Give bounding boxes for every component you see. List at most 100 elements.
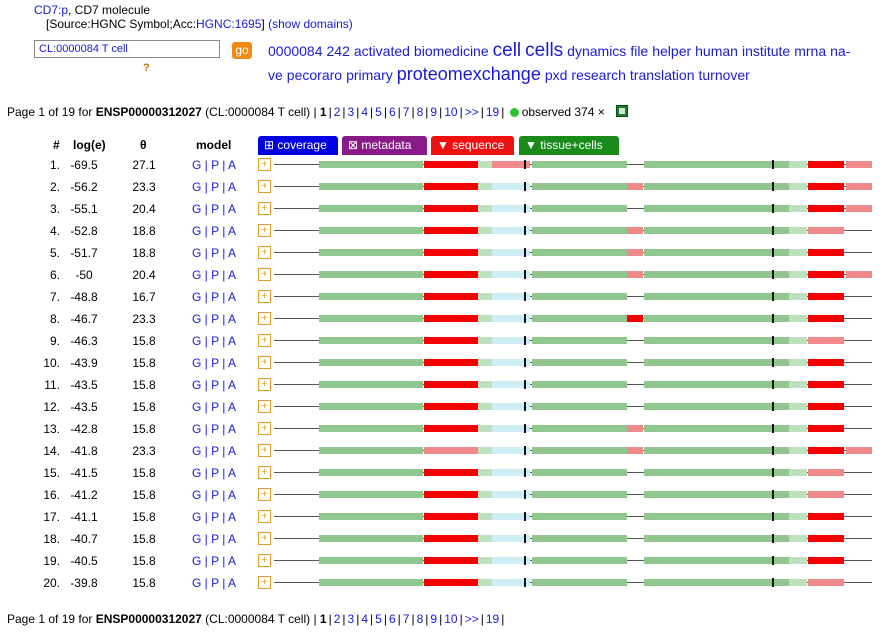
tag-cloud-term[interactable]: pxd bbox=[544, 67, 568, 83]
expand-icon[interactable]: + bbox=[258, 510, 271, 523]
model-links[interactable]: G | P | A bbox=[192, 180, 237, 194]
tag-cloud-term[interactable]: file bbox=[630, 43, 649, 59]
excel-icon[interactable] bbox=[616, 105, 629, 117]
model-links[interactable]: G | P | A bbox=[192, 576, 237, 590]
tag-cloud-term[interactable]: human bbox=[695, 43, 738, 59]
model-links[interactable]: G | P | A bbox=[192, 554, 237, 568]
expand-icon[interactable]: + bbox=[258, 554, 271, 567]
page-link[interactable]: 8 bbox=[416, 105, 424, 119]
page-link[interactable]: 2 bbox=[333, 612, 341, 626]
tag-cloud-term[interactable]: activated bbox=[353, 43, 410, 59]
model-links[interactable]: G | P | A bbox=[192, 400, 237, 414]
model-links[interactable]: G | P | A bbox=[192, 532, 237, 546]
expand-icon[interactable]: + bbox=[258, 334, 271, 347]
page-link[interactable]: 10 bbox=[444, 105, 458, 119]
model-links[interactable]: G | P | A bbox=[192, 268, 237, 282]
table-row: 3. -55.1 20.4 G | P | A + bbox=[0, 198, 888, 220]
model-links[interactable]: G | P | A bbox=[192, 312, 237, 326]
model-links[interactable]: G | P | A bbox=[192, 334, 237, 348]
page-link[interactable]: 6 bbox=[388, 612, 396, 626]
tag-cloud-term[interactable]: cells bbox=[525, 40, 564, 61]
expand-icon[interactable]: + bbox=[258, 268, 271, 281]
page-link[interactable]: 8 bbox=[416, 612, 424, 626]
row-theta: 15.8 bbox=[132, 466, 156, 480]
tab-coverage[interactable]: ⊞ coverage bbox=[258, 136, 338, 155]
page-link[interactable]: 4 bbox=[361, 105, 369, 119]
coverage-segment bbox=[532, 381, 627, 388]
page-link[interactable]: 7 bbox=[402, 105, 410, 119]
coverage-segment bbox=[627, 183, 643, 190]
help-icon[interactable]: ? bbox=[143, 62, 150, 74]
tag-cloud-term[interactable]: biomedicine bbox=[413, 43, 489, 59]
tag-cloud-term[interactable]: research bbox=[571, 67, 626, 83]
tab-sequence[interactable]: ▼ sequence bbox=[431, 136, 514, 155]
gene-link[interactable]: CD7:p bbox=[34, 3, 69, 17]
page-link[interactable]: 9 bbox=[430, 612, 438, 626]
expand-icon[interactable]: + bbox=[258, 378, 271, 391]
coverage-segment bbox=[808, 557, 844, 564]
go-button[interactable]: go bbox=[232, 42, 252, 59]
expand-icon[interactable]: + bbox=[258, 356, 271, 369]
tag-cloud-term[interactable]: translation bbox=[629, 67, 695, 83]
page-link[interactable]: >> bbox=[464, 612, 479, 626]
expand-icon[interactable]: + bbox=[258, 422, 271, 435]
page-link[interactable]: 1 bbox=[319, 612, 327, 626]
model-links[interactable]: G | P | A bbox=[192, 246, 237, 260]
tab-tissue-cells[interactable]: ▼ tissue+cells bbox=[519, 136, 619, 155]
page-link[interactable]: 3 bbox=[347, 105, 355, 119]
model-links[interactable]: G | P | A bbox=[192, 378, 237, 392]
model-links[interactable]: G | P | A bbox=[192, 422, 237, 436]
page-link[interactable]: 3 bbox=[347, 612, 355, 626]
expand-icon[interactable]: + bbox=[258, 488, 271, 501]
tag-cloud-term[interactable]: 0000084 bbox=[268, 43, 323, 59]
hgnc-link[interactable]: HGNC:1695 bbox=[196, 17, 262, 31]
expand-icon[interactable]: + bbox=[258, 312, 271, 325]
page-link[interactable]: 4 bbox=[361, 612, 369, 626]
expand-icon[interactable]: + bbox=[258, 158, 271, 171]
expand-icon[interactable]: + bbox=[258, 202, 271, 215]
tag-cloud-term[interactable]: pecoraro bbox=[286, 67, 343, 83]
model-links[interactable]: G | P | A bbox=[192, 202, 237, 216]
model-links[interactable]: G | P | A bbox=[192, 224, 237, 238]
page-link[interactable]: 2 bbox=[333, 105, 341, 119]
page-link[interactable]: 1 bbox=[319, 105, 327, 119]
model-links[interactable]: G | P | A bbox=[192, 158, 237, 172]
expand-icon[interactable]: + bbox=[258, 444, 271, 457]
expand-icon[interactable]: + bbox=[258, 180, 271, 193]
page-link[interactable]: 19 bbox=[485, 105, 500, 119]
tag-cloud-term[interactable]: dynamics bbox=[567, 43, 627, 59]
tag-cloud-term[interactable]: proteomexchange bbox=[396, 64, 541, 84]
tag-cloud-term[interactable]: primary bbox=[346, 67, 393, 83]
model-links[interactable]: G | P | A bbox=[192, 466, 237, 480]
expand-icon[interactable]: + bbox=[258, 532, 271, 545]
expand-icon[interactable]: + bbox=[258, 224, 271, 237]
tag-cloud-term[interactable]: cell bbox=[492, 40, 522, 61]
expand-icon[interactable]: + bbox=[258, 466, 271, 479]
model-links[interactable]: G | P | A bbox=[192, 488, 237, 502]
tag-cloud-term[interactable]: na-ve bbox=[268, 43, 851, 83]
model-links[interactable]: G | P | A bbox=[192, 290, 237, 304]
page-link[interactable]: 19 bbox=[485, 612, 500, 626]
page-link[interactable]: 7 bbox=[402, 612, 410, 626]
page-link[interactable]: 10 bbox=[444, 612, 458, 626]
tag-cloud-term[interactable]: turnover bbox=[698, 67, 750, 83]
page-link[interactable]: 5 bbox=[375, 612, 382, 626]
tag-cloud-term[interactable]: institute bbox=[741, 43, 791, 59]
page-link[interactable]: >> bbox=[464, 105, 479, 119]
expand-icon[interactable]: + bbox=[258, 400, 271, 413]
model-links[interactable]: G | P | A bbox=[192, 444, 237, 458]
page-link[interactable]: 6 bbox=[388, 105, 396, 119]
expand-icon[interactable]: + bbox=[258, 246, 271, 259]
tag-cloud-term[interactable]: helper bbox=[652, 43, 692, 59]
expand-icon[interactable]: + bbox=[258, 290, 271, 303]
expand-icon[interactable]: + bbox=[258, 576, 271, 589]
tag-cloud-term[interactable]: mrna bbox=[794, 43, 827, 59]
tab-metadata[interactable]: ⊠ metadata bbox=[342, 136, 427, 155]
page-link[interactable]: 5 bbox=[375, 105, 382, 119]
tag-cloud-term[interactable]: 242 bbox=[326, 43, 350, 59]
show-domains-link[interactable]: (show domains) bbox=[268, 17, 353, 31]
model-links[interactable]: G | P | A bbox=[192, 510, 237, 524]
page-link[interactable]: 9 bbox=[430, 105, 438, 119]
model-links[interactable]: G | P | A bbox=[192, 356, 237, 370]
search-input[interactable] bbox=[34, 40, 220, 58]
